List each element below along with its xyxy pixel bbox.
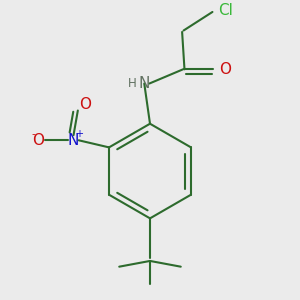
Text: N: N <box>68 133 79 148</box>
Text: O: O <box>219 62 231 77</box>
Text: +: + <box>75 129 83 139</box>
Text: H: H <box>128 77 136 90</box>
Text: O: O <box>32 133 44 148</box>
Text: O: O <box>79 97 91 112</box>
Text: Cl: Cl <box>218 3 233 18</box>
Text: N: N <box>139 76 150 91</box>
Text: -: - <box>31 130 35 140</box>
